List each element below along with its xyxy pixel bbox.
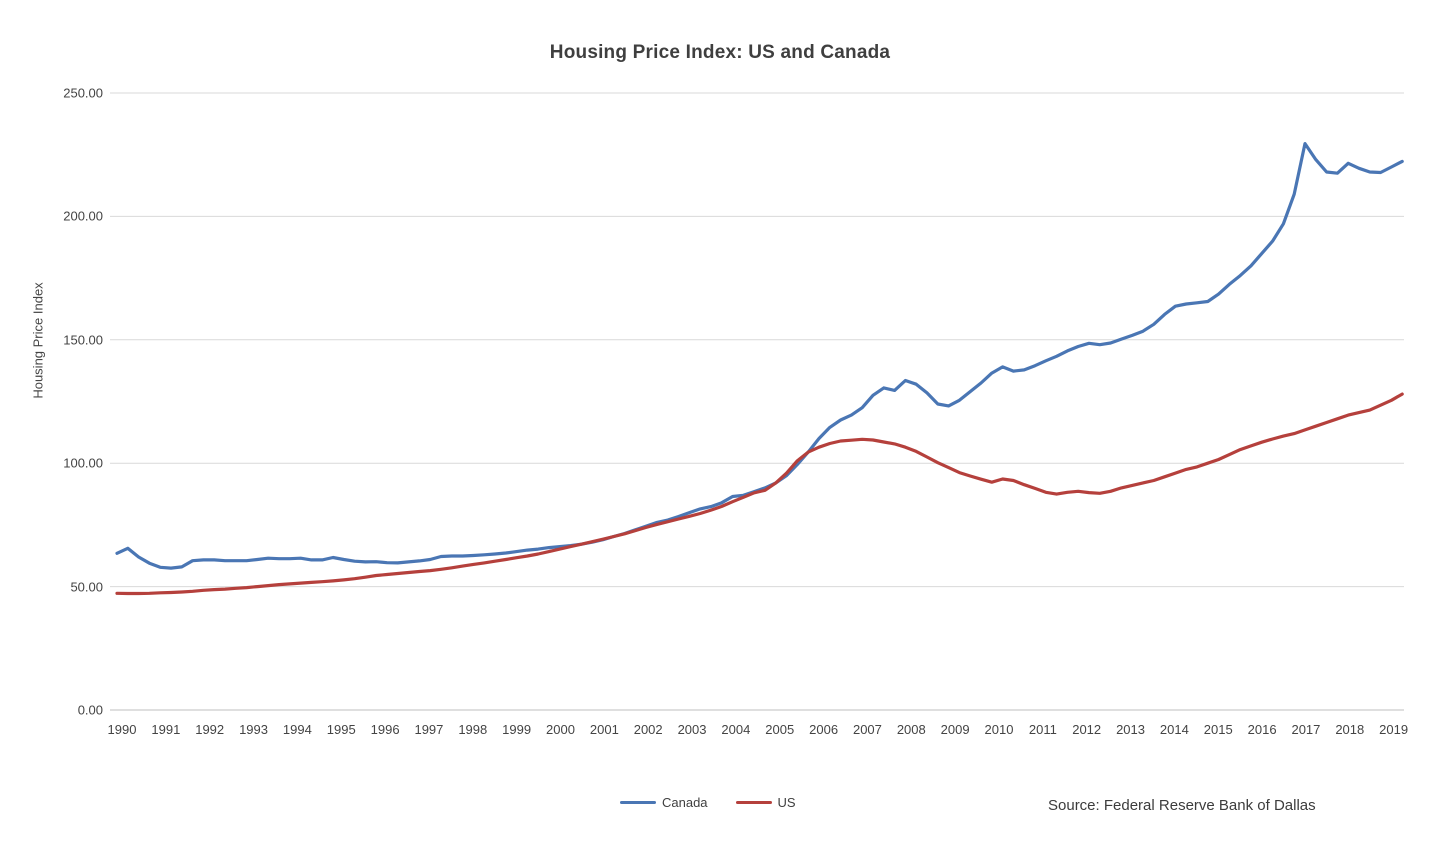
x-tick-label: 2006 (809, 722, 839, 737)
y-tick-label: 50.00 (70, 579, 103, 595)
x-tick-label: 2015 (1203, 722, 1233, 737)
x-tick-label: 2000 (546, 722, 575, 737)
source-note: Source: Federal Reserve Bank of Dallas (1048, 797, 1316, 814)
x-tick-label: 2019 (1379, 722, 1409, 737)
x-tick-label: 1993 (239, 722, 268, 737)
x-tick-label: 2013 (1116, 722, 1145, 737)
x-tick-label: 1992 (195, 722, 225, 737)
x-tick-label: 1991 (151, 722, 181, 737)
x-tick-label: 2005 (765, 722, 795, 737)
x-tick-label: 2002 (633, 722, 663, 737)
x-tick-label: 2017 (1291, 722, 1321, 737)
x-tick-label: 1996 (370, 722, 400, 737)
chart-title: Housing Price Index: US and Canada (549, 42, 891, 63)
series-line-us (115, 392, 1404, 596)
x-tick-label: 2012 (1072, 722, 1102, 737)
y-tick-label: 250.00 (63, 85, 103, 101)
x-tick-label: 2018 (1335, 722, 1365, 737)
x-tick-label: 1994 (282, 722, 312, 737)
y-tick-label: 100.00 (63, 455, 103, 471)
x-tick-label: 2001 (589, 722, 619, 737)
x-tick-label: 2016 (1247, 722, 1277, 737)
x-tick-label: 1998 (458, 722, 488, 737)
x-tick-label: 1997 (414, 722, 444, 737)
x-tick-label: 1990 (107, 722, 137, 737)
y-tick-label: 150.00 (63, 332, 103, 348)
x-tick-label: 2007 (852, 722, 882, 737)
x-tick-label: 2008 (896, 722, 926, 737)
series-line-canada (115, 142, 1404, 570)
y-tick-label: 0.00 (77, 702, 103, 718)
x-tick-label: 1999 (502, 722, 532, 737)
x-tick-label: 2014 (1159, 722, 1189, 737)
x-tick-label: 2010 (984, 722, 1014, 737)
x-tick-label: 2011 (1028, 722, 1057, 737)
x-tick-label: 2004 (721, 722, 751, 737)
x-tick-label: 2003 (677, 722, 707, 737)
x-tick-label: 1995 (326, 722, 356, 737)
x-tick-label: 2009 (940, 722, 970, 737)
y-tick-label: 200.00 (63, 208, 103, 224)
